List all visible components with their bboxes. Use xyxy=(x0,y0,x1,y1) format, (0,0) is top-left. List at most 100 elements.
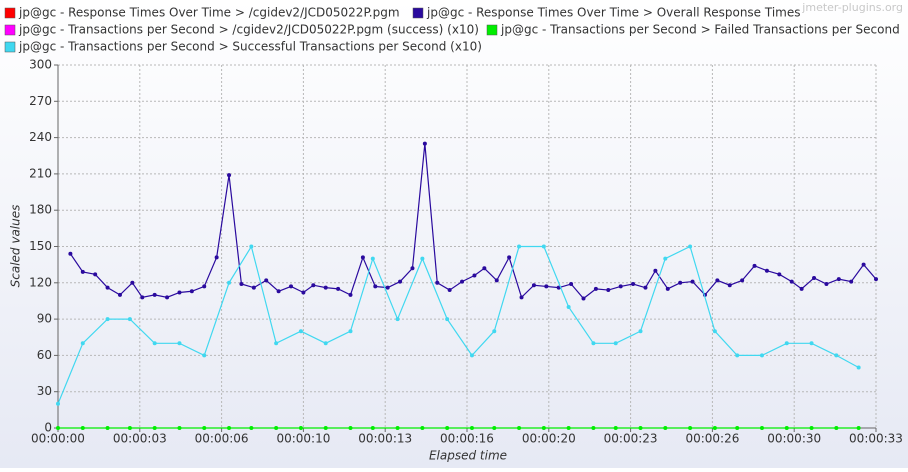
data-point xyxy=(105,426,110,430)
x-tick-label: 00:00:30 xyxy=(767,432,821,446)
data-point xyxy=(688,244,693,249)
data-point xyxy=(759,353,764,358)
data-point xyxy=(370,256,375,261)
data-point xyxy=(323,426,328,430)
legend-swatch xyxy=(4,24,16,36)
legend-label: jp@gc - Response Times Over Time > Overa… xyxy=(426,6,801,20)
data-point xyxy=(249,426,254,430)
data-point xyxy=(105,317,110,322)
data-point xyxy=(460,279,465,284)
data-point xyxy=(420,256,425,261)
data-point xyxy=(251,285,256,290)
data-point xyxy=(688,426,693,430)
legend-swatch xyxy=(4,7,16,19)
data-point xyxy=(591,341,596,346)
data-point xyxy=(759,426,764,430)
data-point xyxy=(298,426,303,430)
y-tick-label: 240 xyxy=(29,130,52,144)
x-tick-label: 00:00:13 xyxy=(358,432,412,446)
data-point xyxy=(447,288,452,293)
data-point xyxy=(789,279,794,284)
legend-label: jp@gc - Transactions per Second > Failed… xyxy=(500,23,900,37)
data-point xyxy=(152,292,157,297)
data-point xyxy=(130,280,135,285)
data-point xyxy=(591,426,596,430)
data-point xyxy=(398,279,403,284)
data-point xyxy=(735,353,740,358)
data-point xyxy=(420,426,425,430)
data-point xyxy=(227,426,232,430)
data-point xyxy=(809,341,814,346)
data-point xyxy=(482,266,487,271)
data-point xyxy=(606,288,611,293)
data-point xyxy=(348,292,353,297)
data-point xyxy=(177,426,182,430)
data-point xyxy=(348,329,353,334)
data-point xyxy=(836,277,841,282)
x-tick-label: 00:00:23 xyxy=(604,432,658,446)
data-point xyxy=(777,272,782,277)
data-point xyxy=(56,426,60,430)
data-point xyxy=(469,353,474,358)
data-point xyxy=(631,282,636,287)
data-point xyxy=(519,295,524,300)
data-point xyxy=(824,282,829,287)
legend-swatch xyxy=(486,24,498,36)
data-point xyxy=(301,290,306,295)
data-point xyxy=(678,280,683,285)
data-point xyxy=(507,255,512,260)
data-point xyxy=(348,426,353,430)
data-point xyxy=(68,251,73,256)
y-tick-label: 120 xyxy=(29,275,52,289)
y-tick-label: 270 xyxy=(29,94,52,108)
data-point xyxy=(105,285,110,290)
x-tick-label: 00:00:06 xyxy=(195,432,249,446)
data-point xyxy=(395,426,400,430)
data-point xyxy=(152,426,157,430)
data-point xyxy=(289,284,294,289)
data-point xyxy=(323,285,328,290)
data-point xyxy=(395,317,400,322)
data-point xyxy=(494,278,499,283)
data-point xyxy=(177,290,182,295)
data-point xyxy=(445,317,450,322)
data-point xyxy=(177,341,182,346)
y-tick-label: 90 xyxy=(37,312,52,326)
data-point xyxy=(140,295,145,300)
data-point xyxy=(784,341,789,346)
data-point xyxy=(874,277,878,282)
data-point xyxy=(856,365,861,370)
data-point xyxy=(227,280,232,285)
data-point xyxy=(784,426,789,430)
data-point xyxy=(56,401,60,406)
data-point xyxy=(517,426,522,430)
data-point xyxy=(264,278,269,283)
data-point xyxy=(276,289,281,294)
legend-label: jp@gc - Response Times Over Time > /cgid… xyxy=(18,6,400,20)
y-tick-label: 210 xyxy=(29,166,52,180)
data-point xyxy=(566,426,571,430)
x-tick-label: 00:00:33 xyxy=(849,432,903,446)
x-tick-label: 00:00:16 xyxy=(440,432,494,446)
data-point xyxy=(80,426,85,430)
data-point xyxy=(127,426,132,430)
y-tick-label: 180 xyxy=(29,203,52,217)
y-tick-label: 30 xyxy=(37,384,52,398)
legend-swatch xyxy=(412,7,424,19)
data-point xyxy=(127,317,132,322)
data-point xyxy=(410,266,415,271)
data-point xyxy=(690,279,695,284)
data-point xyxy=(834,353,839,358)
data-point xyxy=(569,282,574,287)
data-point xyxy=(165,295,170,300)
y-axis-title: Scaled values xyxy=(9,205,23,288)
data-point xyxy=(834,426,839,430)
y-tick-label: 300 xyxy=(29,58,52,72)
x-tick-label: 00:00:20 xyxy=(522,432,576,446)
data-point xyxy=(613,426,618,430)
data-point xyxy=(764,268,769,273)
data-point xyxy=(856,426,861,430)
data-point xyxy=(370,426,375,430)
data-point xyxy=(152,341,157,346)
